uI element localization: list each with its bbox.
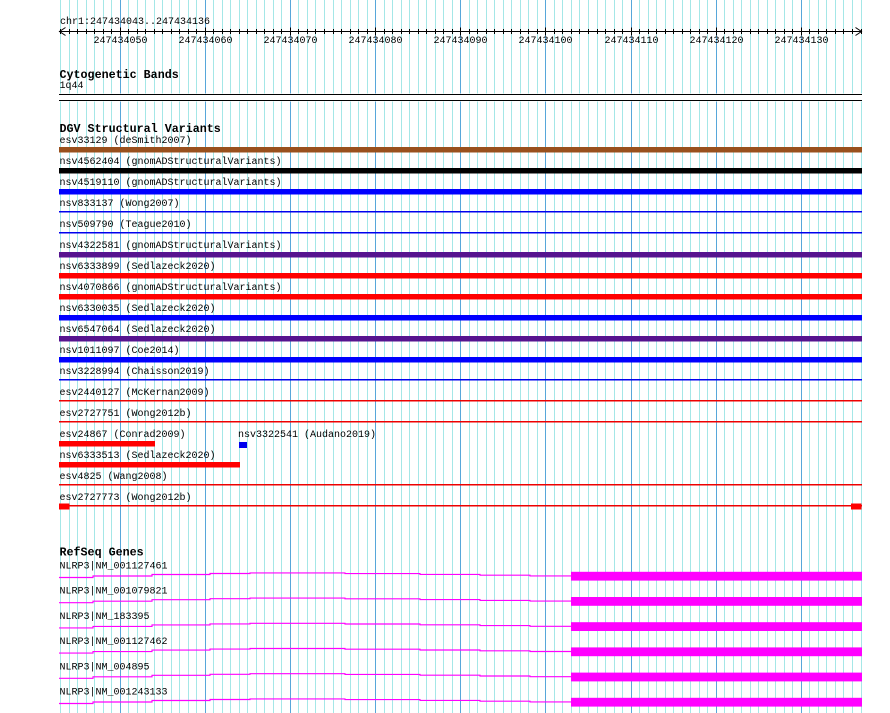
svg-text:esv2727773 (Wong2012b): esv2727773 (Wong2012b) xyxy=(60,492,192,504)
svg-text:nsv6330035 (Sedlazeck2020): nsv6330035 (Sedlazeck2020) xyxy=(60,303,216,315)
svg-text:nsv4322581 (gnomADStructuralVa: nsv4322581 (gnomADStructuralVariants) xyxy=(60,240,282,252)
svg-text:Cytogenetic Bands: Cytogenetic Bands xyxy=(60,68,179,82)
svg-text:NLRP3|NM_001243133: NLRP3|NM_001243133 xyxy=(60,687,168,699)
svg-text:nsv1011097 (Coe2014): nsv1011097 (Coe2014) xyxy=(60,345,180,357)
svg-text:nsv3322541 (Audano2019): nsv3322541 (Audano2019) xyxy=(238,429,376,441)
svg-text:esv33129 (deSmith2007): esv33129 (deSmith2007) xyxy=(60,135,192,147)
svg-text:247434090: 247434090 xyxy=(433,36,487,47)
svg-text:NLRP3|NM_001079821: NLRP3|NM_001079821 xyxy=(60,586,168,598)
svg-text:247434050: 247434050 xyxy=(93,36,147,47)
svg-text:247434060: 247434060 xyxy=(178,36,232,47)
svg-text:nsv6547064 (Sedlazeck2020): nsv6547064 (Sedlazeck2020) xyxy=(60,324,216,336)
svg-text:NLRP3|NM_183395: NLRP3|NM_183395 xyxy=(60,611,150,623)
svg-text:1q44: 1q44 xyxy=(60,81,84,92)
svg-text:DGV Structural Variants: DGV Structural Variants xyxy=(60,122,221,136)
svg-text:nsv6333899 (Sedlazeck2020): nsv6333899 (Sedlazeck2020) xyxy=(60,261,216,273)
svg-text:247434080: 247434080 xyxy=(348,36,402,47)
svg-text:esv2440127 (McKernan2009): esv2440127 (McKernan2009) xyxy=(60,387,210,399)
svg-text:247434110: 247434110 xyxy=(604,36,658,47)
svg-text:esv4825 (Wang2008): esv4825 (Wang2008) xyxy=(60,471,168,483)
svg-text:NLRP3|NM_001127462: NLRP3|NM_001127462 xyxy=(60,636,168,648)
svg-text:NLRP3|NM_001127461: NLRP3|NM_001127461 xyxy=(60,561,168,573)
svg-text:chr1:247434043..247434136: chr1:247434043..247434136 xyxy=(60,16,210,28)
svg-text:esv24867 (Conrad2009): esv24867 (Conrad2009) xyxy=(60,429,186,441)
svg-text:247434100: 247434100 xyxy=(518,36,572,47)
svg-text:nsv4070866 (gnomADStructuralVa: nsv4070866 (gnomADStructuralVariants) xyxy=(60,282,282,294)
svg-text:nsv833137 (Wong2007): nsv833137 (Wong2007) xyxy=(60,198,180,210)
svg-text:NLRP3|NM_004895: NLRP3|NM_004895 xyxy=(60,661,150,673)
svg-text:nsv6333513 (Sedlazeck2020): nsv6333513 (Sedlazeck2020) xyxy=(60,450,216,462)
svg-text:nsv509790 (Teague2010): nsv509790 (Teague2010) xyxy=(60,219,192,231)
svg-text:247434070: 247434070 xyxy=(263,36,317,47)
svg-text:esv2727751 (Wong2012b): esv2727751 (Wong2012b) xyxy=(60,408,192,420)
svg-text:nsv3228994 (Chaisson2019): nsv3228994 (Chaisson2019) xyxy=(60,366,210,378)
svg-text:nsv4519110 (gnomADStructuralVa: nsv4519110 (gnomADStructuralVariants) xyxy=(60,177,282,189)
svg-text:247434130: 247434130 xyxy=(774,36,828,47)
svg-text:247434120: 247434120 xyxy=(689,36,743,47)
svg-text:RefSeq Genes: RefSeq Genes xyxy=(60,545,144,559)
svg-text:nsv4562404 (gnomADStructuralVa: nsv4562404 (gnomADStructuralVariants) xyxy=(60,156,282,168)
